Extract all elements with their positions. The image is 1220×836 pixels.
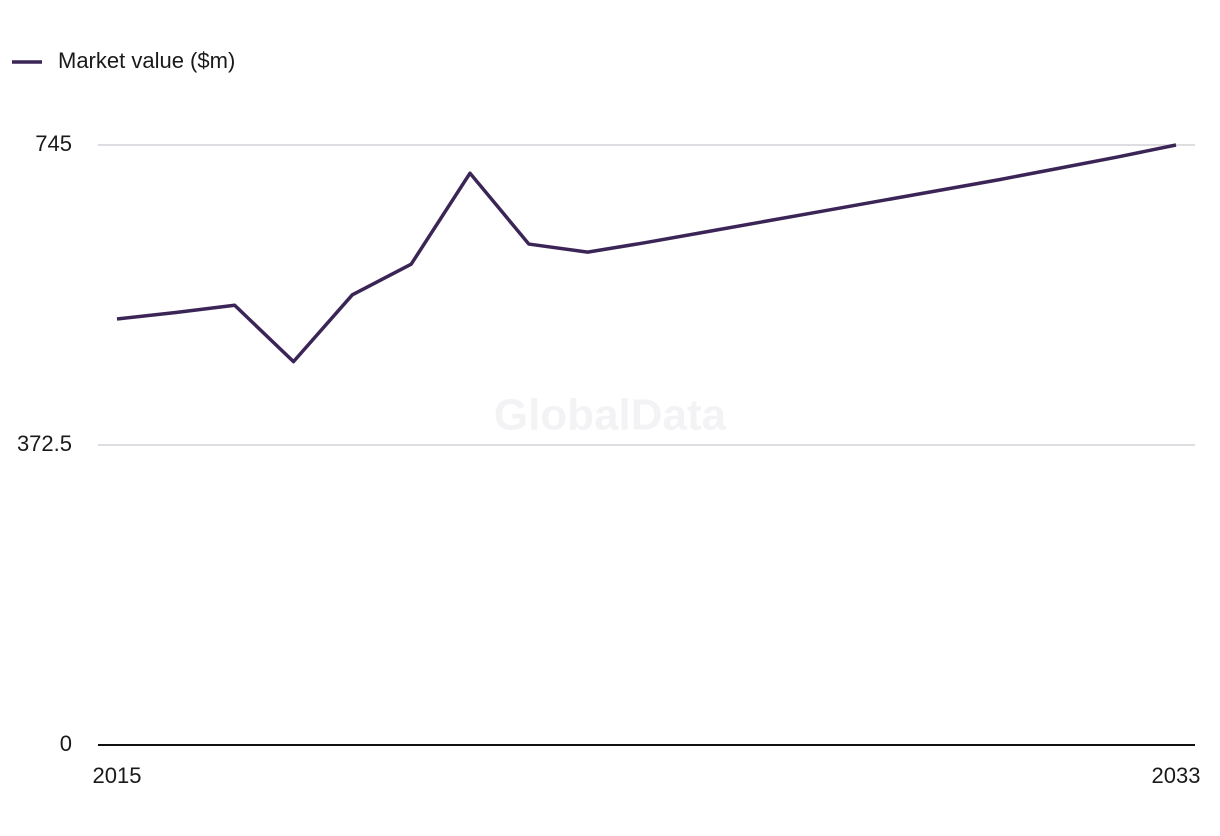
y-tick-label: 745 bbox=[35, 131, 72, 156]
watermark: GlobalData bbox=[494, 391, 727, 440]
x-tick-label: 2015 bbox=[93, 763, 142, 788]
legend-label: Market value ($m) bbox=[58, 48, 235, 73]
y-tick-label: 0 bbox=[60, 731, 72, 756]
series-line bbox=[116, 143, 1177, 364]
y-tick-label: 372.5 bbox=[17, 431, 72, 456]
x-tick-label: 2033 bbox=[1152, 763, 1201, 788]
